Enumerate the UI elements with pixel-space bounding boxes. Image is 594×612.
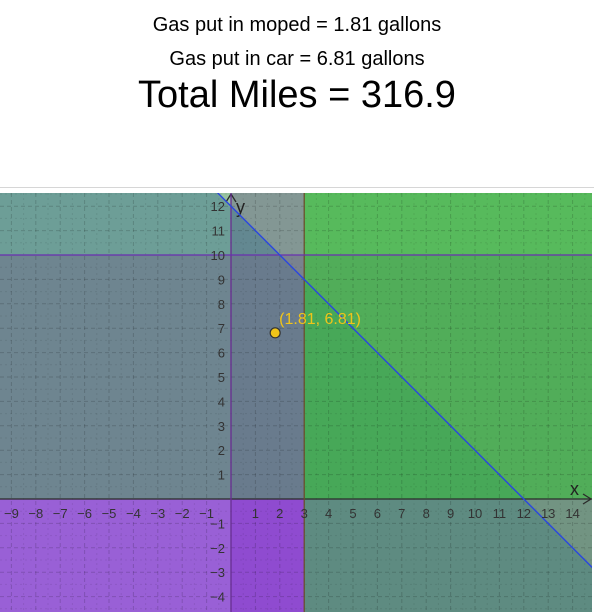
y-tick-label: −3 bbox=[210, 565, 225, 580]
y-axis-label: y bbox=[236, 197, 245, 217]
y-tick-label: 11 bbox=[212, 224, 226, 239]
y-tick-label: 2 bbox=[218, 443, 225, 458]
x-tick-label: −1 bbox=[199, 506, 214, 521]
moped-gas-text: Gas put in moped = 1.81 gallons bbox=[152, 14, 442, 36]
boundary-lines bbox=[0, 193, 592, 612]
x-tick-label: 11 bbox=[493, 506, 507, 521]
x-axis-arrow bbox=[582, 493, 592, 505]
tick-labels: −9 −8 −7 −6 −5 −4 −3 −2 −1 1 2 3 4 5 6 7 8 9 10 11 12 13 14−4−… bbox=[4, 199, 580, 604]
y-tick-label: 12 bbox=[211, 199, 225, 214]
y-tick-label: 9 bbox=[218, 272, 225, 287]
x-tick-label: 9 bbox=[447, 506, 454, 521]
solution-point-label: (1.81, 6.81) bbox=[279, 311, 361, 328]
x-tick-label: 13 bbox=[541, 506, 555, 521]
x-tick-label: 7 bbox=[398, 506, 405, 521]
data-marks[interactable]: (1.81, 6.81) bbox=[269, 311, 361, 339]
car-gas-text: Gas put in car = 6.81 gallons bbox=[169, 48, 425, 70]
region-x-max-moped bbox=[0, 193, 305, 612]
x-tick-label: 5 bbox=[349, 506, 356, 521]
total-miles-text: Total Miles = 316.9 bbox=[138, 74, 456, 116]
x-tick-label: 4 bbox=[325, 506, 332, 521]
solution-point[interactable] bbox=[269, 327, 281, 339]
x-tick-label: −4 bbox=[126, 506, 141, 521]
y-tick-label: 3 bbox=[218, 419, 225, 434]
x-tick-label: −9 bbox=[4, 506, 19, 521]
x-axis-label: x bbox=[570, 479, 579, 499]
y-tick-label: −1 bbox=[210, 516, 225, 531]
x-tick-label: 1 bbox=[252, 506, 259, 521]
y-tick-label: 6 bbox=[218, 346, 225, 361]
results-header: Gas put in moped = 1.81 gallons Gas put … bbox=[0, 0, 594, 188]
x-tick-label: −8 bbox=[28, 506, 43, 521]
x-tick-label: 3 bbox=[301, 506, 308, 521]
y-tick-label: 7 bbox=[218, 321, 225, 336]
y-tick-label: −2 bbox=[210, 541, 225, 556]
x-tick-label: 8 bbox=[423, 506, 430, 521]
y-tick-label: 8 bbox=[218, 297, 225, 312]
y-tick-label: 4 bbox=[218, 394, 225, 409]
shaded-regions bbox=[0, 193, 592, 612]
x-tick-label: −7 bbox=[53, 506, 68, 521]
x-tick-label: −2 bbox=[175, 506, 190, 521]
y-tick-label: 5 bbox=[218, 370, 225, 385]
y-tick-label: −4 bbox=[210, 590, 225, 605]
x-tick-label: 14 bbox=[565, 506, 579, 521]
x-tick-label: 12 bbox=[517, 506, 531, 521]
x-tick-label: 2 bbox=[276, 506, 283, 521]
graph-svg[interactable]: xy −9 −8 −7 −6 −5 −4 −3 −2 −1 1 2 3 4 5 6 7 8 9 10 11 12 13 14… bbox=[0, 193, 592, 612]
region-y-nonneg bbox=[0, 193, 592, 499]
x-tick-label: 10 bbox=[468, 506, 482, 521]
y-tick-label: 10 bbox=[211, 248, 225, 263]
x-tick-label: −3 bbox=[150, 506, 165, 521]
x-tick-label: 6 bbox=[374, 506, 381, 521]
boundary-budget-line bbox=[216, 193, 592, 569]
x-tick-label: −6 bbox=[77, 506, 92, 521]
header-divider bbox=[0, 187, 594, 188]
x-tick-label: −5 bbox=[102, 506, 117, 521]
y-tick-label: 1 bbox=[218, 468, 225, 483]
